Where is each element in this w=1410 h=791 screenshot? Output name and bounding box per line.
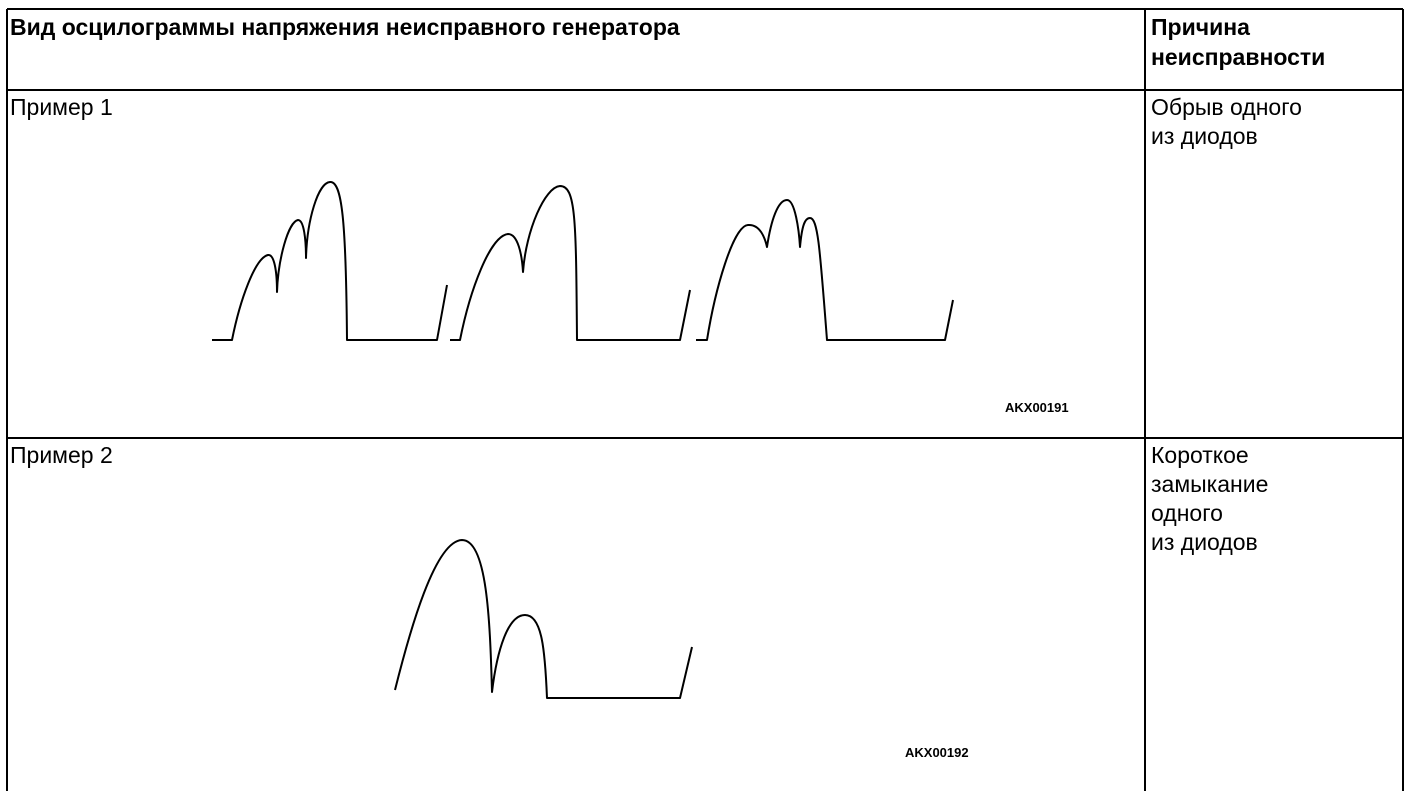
cause-line: из диодов	[1151, 123, 1258, 149]
waveform	[450, 185, 691, 341]
figure-code: AKX00192	[905, 745, 969, 760]
cause-line: замыкание	[1151, 471, 1269, 497]
cause: Обрыв одного из диодов	[1151, 93, 1302, 151]
waveform	[212, 181, 448, 341]
row-label: Пример 2	[10, 442, 113, 468]
waveform	[696, 199, 954, 341]
cause-line: Короткое	[1151, 442, 1249, 468]
cause-line: одного	[1151, 500, 1223, 526]
header-cell: Вид осцилограммы напряжения неисправного…	[10, 14, 680, 40]
waveform	[394, 539, 693, 699]
row-label: Пример 1	[10, 94, 113, 120]
cause-line: Обрыв одного	[1151, 94, 1302, 120]
cause: Короткое замыкание одного из диодов	[1151, 441, 1268, 557]
figure-code: AKX00191	[1005, 400, 1069, 415]
cause-line: из диодов	[1151, 529, 1258, 555]
header-cell: Причина неисправности	[1151, 14, 1326, 70]
